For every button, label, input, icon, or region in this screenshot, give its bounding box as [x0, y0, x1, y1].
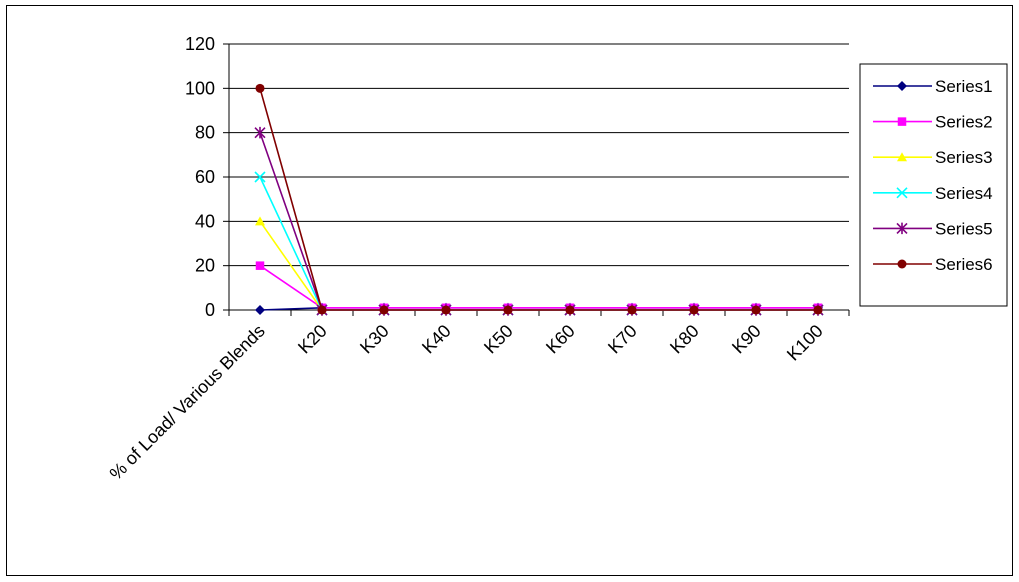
series-marker — [255, 216, 265, 226]
legend-label: Series3 — [935, 148, 993, 167]
x-tick-label: K40 — [418, 321, 455, 358]
series-series4 — [254, 171, 824, 316]
legend: Series1 Series2 Series3 Series4 Series5 Serie… — [859, 63, 1008, 307]
series-marker — [379, 305, 389, 315]
x-tick-label: K100 — [783, 321, 827, 365]
y-tick-label: 40 — [195, 211, 215, 231]
x-tick-label: K80 — [666, 321, 703, 358]
y-tick-label: 80 — [195, 123, 215, 143]
y-tick-label: 20 — [195, 256, 215, 276]
legend-item: Series4 — [873, 184, 993, 203]
y-tick-label: 0 — [205, 300, 215, 320]
legend-marker — [897, 259, 907, 269]
x-tick-label: K20 — [294, 321, 331, 358]
y-tick-label: 60 — [195, 167, 215, 187]
legend-item: Series3 — [873, 148, 993, 167]
legend-item: Series5 — [873, 219, 993, 238]
legend-marker — [896, 187, 908, 199]
legend-marker — [897, 81, 907, 91]
legend-label: Series5 — [935, 219, 993, 238]
series-marker — [254, 126, 266, 139]
legend-label: Series1 — [935, 77, 993, 96]
x-tick-label: K60 — [542, 321, 579, 358]
legend-item: Series1 — [873, 77, 993, 96]
chart-frame — [6, 5, 1013, 576]
x-axis-ticks: % of Load/ Various Blends K20 K30 K40 K50 K60… — [106, 310, 850, 484]
legend-label: Series4 — [935, 184, 993, 203]
series-series2 — [255, 261, 823, 313]
legend-label: Series6 — [935, 255, 993, 274]
x-tick-label: K90 — [728, 321, 765, 358]
series-marker — [813, 305, 823, 315]
series-marker — [751, 305, 761, 315]
x-tick-label: K70 — [604, 321, 641, 358]
series-marker — [255, 83, 265, 93]
series-marker — [503, 305, 513, 315]
legend-marker — [897, 152, 907, 162]
series-line — [259, 88, 818, 311]
series-line — [259, 265, 818, 309]
y-tick-label: 120 — [185, 34, 215, 54]
series-line — [259, 176, 818, 311]
legend-item: Series2 — [873, 113, 993, 132]
series-series6 — [255, 83, 823, 315]
x-tick-label: % of Load/ Various Blends — [106, 321, 269, 484]
series-group — [254, 83, 824, 316]
series-marker — [255, 305, 265, 315]
y-axis-ticks: 0 20 40 60 80 100 120 — [185, 34, 229, 320]
series-marker — [441, 305, 451, 315]
legend-marker — [897, 117, 907, 126]
legend-item: Series6 — [873, 255, 993, 274]
y-tick-label: 100 — [185, 78, 215, 98]
series-marker — [565, 305, 575, 315]
x-tick-label: K30 — [356, 321, 393, 358]
series-marker — [254, 171, 266, 183]
series-marker — [627, 305, 637, 315]
series-marker — [317, 305, 327, 315]
x-tick-label: K50 — [480, 321, 517, 358]
series-marker — [689, 305, 699, 315]
legend-label: Series2 — [935, 113, 993, 132]
gridlines — [229, 43, 849, 267]
legend-box — [859, 63, 1008, 307]
legend-marker — [896, 222, 908, 235]
series-marker — [255, 261, 265, 270]
